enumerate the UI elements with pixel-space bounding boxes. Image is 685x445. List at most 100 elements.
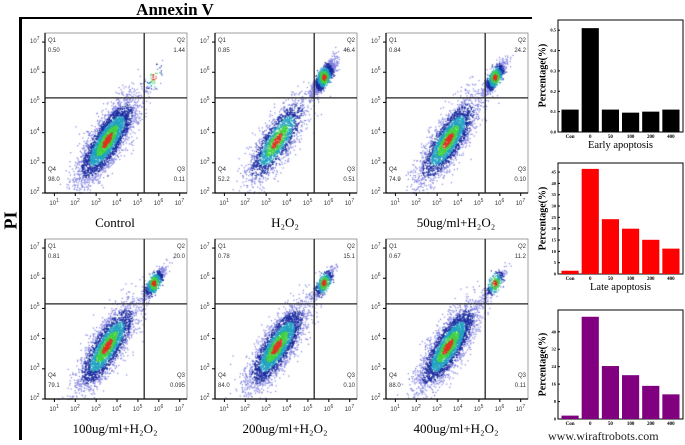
x-tick-label: Con	[566, 277, 575, 282]
y-tick-label: 25	[552, 215, 557, 220]
quadrant-name: Q3	[517, 373, 526, 379]
y-tick-label: 105	[371, 302, 381, 312]
quadrant-name: Q4	[218, 167, 227, 173]
y-tick-label: 106	[200, 66, 210, 76]
quadrant-percent: 0.78	[218, 254, 230, 260]
scatter-density	[20, 25, 195, 235]
x-tick-label: 103	[432, 198, 442, 207]
x-tick-label: 102	[70, 198, 80, 207]
y-tick-label: 8	[554, 399, 557, 404]
quadrant-percent: 0.85	[218, 48, 230, 54]
x-tick-label: 101	[390, 404, 400, 413]
plot-frame	[212, 238, 358, 402]
quadrant-name: Q4	[48, 167, 57, 173]
y-tick-label: 107	[371, 36, 381, 46]
x-tick-label: 107	[174, 198, 185, 207]
y-tick-label: 106	[30, 272, 40, 282]
quadrant-name: Q3	[346, 373, 355, 379]
bar-100	[622, 112, 640, 132]
quadrant-name: Q2	[176, 38, 185, 44]
x-tick-label: 107	[344, 198, 355, 207]
plot-frame	[212, 32, 358, 196]
axes-frame	[557, 162, 684, 275]
x-tick-label: 102	[240, 198, 250, 207]
x-tick-label: 0	[589, 135, 592, 140]
quadrant-name: Q2	[517, 244, 526, 250]
quadrant-percent: 79.1	[48, 383, 60, 389]
bar-400	[662, 394, 680, 419]
bar-100	[622, 375, 640, 419]
title-rule	[20, 17, 532, 19]
quadrant-percent: 0.84	[389, 48, 401, 54]
y-tick-label: 104	[371, 332, 381, 342]
x-tick-label: 103	[91, 198, 101, 207]
quadrant-name: Q2	[517, 38, 526, 44]
quadrant-q2: Q2 46.4	[337, 36, 355, 56]
x-tick-label: 105	[132, 198, 143, 207]
bar-50	[601, 366, 619, 419]
quadrant-name: Q2	[176, 244, 185, 250]
y-tick-label: 102	[371, 187, 381, 196]
plot-caption: 100ug/ml+H₂O₂	[72, 421, 158, 436]
quadrant-name: Q3	[176, 167, 185, 173]
y-tick-label: 103	[200, 156, 210, 166]
quadrant-percent: 88.0	[389, 383, 401, 389]
scatter-density	[20, 231, 195, 441]
x-tick-label: 105	[473, 198, 484, 207]
y-tick-label: 107	[200, 36, 210, 46]
quadrant-q1: Q1 0.78	[218, 242, 236, 262]
x-tick-label: 400	[667, 422, 675, 427]
y-tick-label: 103	[371, 362, 381, 372]
bar-200	[642, 111, 660, 132]
quadrant-q1: Q1 0.50	[48, 36, 66, 56]
axes-frame	[557, 19, 684, 133]
y-tick-label: 104	[371, 126, 381, 136]
y-tick-label: 102	[200, 393, 210, 402]
quadrant-percent: 0.81	[48, 254, 60, 260]
quadrant-name: Q1	[218, 38, 227, 44]
x-tick-label: 103	[91, 404, 101, 413]
bar-400	[662, 109, 680, 132]
x-tick-label: 400	[667, 135, 675, 140]
y-tick-label: 0.3	[550, 68, 556, 73]
plot-frame	[383, 238, 529, 402]
quadrant-q1: Q1 0.81	[48, 242, 66, 262]
quadrant-percent: 0.095	[169, 383, 185, 389]
quadrant-q2: Q2 11.2	[508, 242, 526, 262]
y-tick-label: 102	[30, 393, 40, 402]
x-tick-label: 106	[323, 404, 334, 413]
x-axis-label: Early apoptosis	[587, 140, 654, 151]
bar-Con	[561, 270, 579, 274]
quadrant-q4: Q4 52.2	[218, 165, 236, 185]
bar-0	[581, 316, 599, 419]
x-tick-label: 50	[608, 135, 614, 140]
quadrant-percent: 46.4	[343, 48, 355, 54]
x-tick-label: 50	[608, 277, 614, 282]
quadrant-q4: Q4 79.1	[48, 371, 66, 391]
scatter-density	[361, 25, 536, 235]
bar-50	[601, 219, 619, 274]
y-tick-label: 102	[30, 187, 40, 196]
x-tick-label: 104	[112, 404, 122, 413]
y-tick-label: 20	[552, 226, 557, 231]
bar-400	[662, 248, 680, 274]
x-tick-label: 106	[494, 404, 505, 413]
y-tick-label: 105	[200, 302, 210, 312]
x-axis-label: Late apoptosis	[590, 282, 651, 293]
quadrant-q1: Q1 0.84	[389, 36, 407, 56]
quadrant-q3: Q3 0.10	[337, 371, 355, 391]
flow-plot-3: 101 102 103 104 105 106 107 102 103 104 105 106 107 Q…	[361, 25, 536, 235]
y-tick-label: 45	[552, 170, 557, 175]
y-tick-label: 0.2	[550, 89, 556, 94]
watermark: www.wiraftrobots.com	[548, 429, 659, 443]
x-tick-label: 104	[112, 198, 122, 207]
y-tick-label: 105	[30, 96, 40, 106]
quadrant-q1: Q1 0.67	[389, 242, 407, 262]
y-tick-label: 10	[552, 249, 557, 254]
x-tick-label: 104	[453, 404, 463, 413]
x-tick-label: 100	[627, 277, 635, 282]
y-tick-label: 106	[371, 66, 381, 76]
x-tick-label: 105	[302, 198, 313, 207]
quadrant-name: Q1	[48, 38, 57, 44]
x-tick-label: 101	[390, 198, 400, 207]
